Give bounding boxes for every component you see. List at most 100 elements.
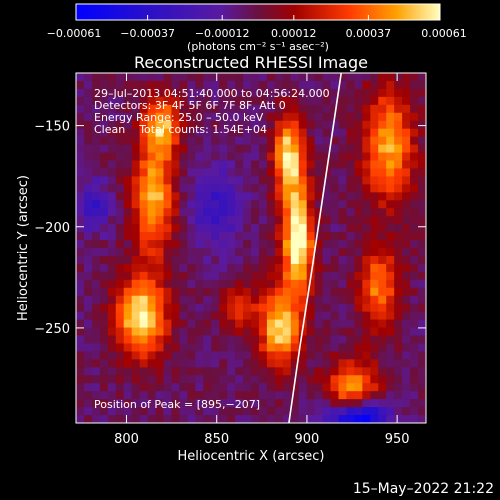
heatmap-cell <box>155 271 165 281</box>
heatmap-cell <box>195 359 204 368</box>
heatmap-cell <box>203 255 212 265</box>
heatmap-cell <box>99 216 109 225</box>
heatmap-cell <box>147 343 157 352</box>
heatmap-cell <box>418 208 426 217</box>
heatmap-cell <box>235 399 244 408</box>
heatmap-cell <box>99 232 109 241</box>
heatmap-cell <box>274 279 284 289</box>
heatmap-cell <box>203 335 212 345</box>
heatmap-cell <box>139 248 149 257</box>
heatmap-cell <box>378 271 387 281</box>
heatmap-cell <box>266 327 276 337</box>
heatmap-cell <box>354 216 363 225</box>
heatmap-cell <box>378 224 387 233</box>
heatmap-cell <box>187 399 196 408</box>
heatmap-cell <box>386 80 395 90</box>
heatmap-cell <box>243 160 252 170</box>
heatmap-cell <box>314 73 324 82</box>
heatmap-cell <box>306 216 316 225</box>
heatmap-cell <box>219 216 228 225</box>
heatmap-cell <box>187 73 196 82</box>
heatmap-cell <box>139 200 149 209</box>
heatmap-cell <box>251 232 260 241</box>
heatmap-cell <box>314 279 324 289</box>
heatmap-cell <box>139 375 149 384</box>
heatmap-cell <box>306 224 316 233</box>
heatmap-cell <box>147 383 157 392</box>
heatmap-cell <box>139 407 149 416</box>
heatmap-cell <box>266 112 276 122</box>
heatmap-cell <box>243 279 252 289</box>
heatmap-cell <box>155 152 165 162</box>
heatmap-cell <box>155 407 165 416</box>
heatmap-cell <box>386 271 395 281</box>
heatmap-cell <box>171 152 180 162</box>
heatmap-cell <box>147 303 157 313</box>
heatmap-cell <box>378 287 387 297</box>
heatmap-cell <box>203 168 212 177</box>
heatmap-cell <box>155 248 165 257</box>
heatmap-cell <box>195 216 204 225</box>
heatmap-cell <box>370 144 379 154</box>
heatmap-cell <box>243 216 252 225</box>
heatmap-cell <box>107 176 117 185</box>
heatmap-cell <box>107 407 117 416</box>
heatmap-cell <box>394 208 403 217</box>
heatmap-cell <box>378 184 387 193</box>
heatmap-cell <box>171 271 180 281</box>
heatmap-cell <box>322 319 332 329</box>
heatmap-cell <box>251 367 260 376</box>
heatmap-cell <box>402 351 411 360</box>
heatmap-cell <box>219 415 228 423</box>
heatmap-cell <box>314 295 324 305</box>
heatmap-cell <box>211 263 220 273</box>
heatmap-cell <box>99 200 109 209</box>
heatmap-cell <box>386 136 395 146</box>
heatmap-cell <box>314 287 324 297</box>
heatmap-cell <box>99 144 109 154</box>
heatmap-cell <box>115 128 125 138</box>
colorbar-units: (photons cm⁻² s⁻¹ asec⁻²) <box>187 40 329 53</box>
heatmap-cell <box>235 88 244 98</box>
heatmap-cell <box>243 359 252 368</box>
heatmap-cell <box>402 343 411 352</box>
heatmap-cell <box>91 295 101 305</box>
heatmap-cell <box>290 152 300 162</box>
heatmap-cell <box>418 415 426 423</box>
heatmap-cell <box>322 104 332 114</box>
heatmap-cell <box>107 279 117 289</box>
heatmap-cell <box>418 359 426 368</box>
heatmap-cell <box>187 287 196 297</box>
heatmap-cell <box>282 160 292 170</box>
heatmap-cell <box>83 192 93 201</box>
heatmap-cell <box>219 359 228 368</box>
heatmap-cell <box>330 216 340 225</box>
heatmap-cell <box>266 351 276 360</box>
heatmap-cell <box>179 399 188 408</box>
heatmap-cell <box>195 319 204 329</box>
heatmap-cell <box>410 367 419 376</box>
heatmap-cell <box>410 303 419 313</box>
heatmap-cell <box>131 80 141 90</box>
heatmap-cell <box>266 152 276 162</box>
heatmap-cell <box>290 367 300 376</box>
heatmap-cell <box>354 112 363 122</box>
heatmap-cell <box>314 80 324 90</box>
annotation-time: 29–Jul–2013 04:51:40.000 to 04:56:24.000 <box>94 87 330 100</box>
heatmap-cell <box>330 287 340 297</box>
heatmap-cell <box>322 73 332 82</box>
heatmap-cell <box>91 152 101 162</box>
heatmap-cell <box>123 88 133 98</box>
heatmap-cell <box>354 88 363 98</box>
heatmap-cell <box>274 391 284 400</box>
heatmap-cell <box>418 152 426 162</box>
heatmap-cell <box>274 184 284 193</box>
heatmap-cell <box>346 263 355 273</box>
heatmap-cell <box>155 279 165 289</box>
heatmap-cell <box>370 104 379 114</box>
heatmap-cell <box>274 192 284 201</box>
heatmap-cell <box>402 88 411 98</box>
heatmap-cell <box>171 128 180 138</box>
heatmap-cell <box>290 136 300 146</box>
heatmap-cell <box>410 343 419 352</box>
